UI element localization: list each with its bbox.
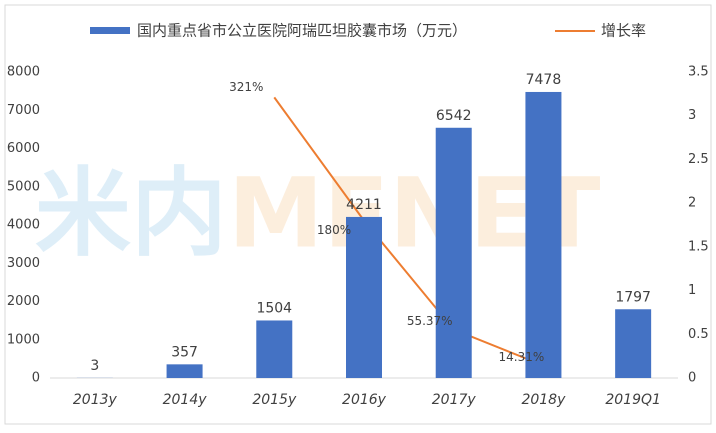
x-tick-label: 2018y: [521, 392, 566, 408]
data-label: 7478: [526, 72, 562, 88]
y2-tick-label: 2: [688, 196, 696, 211]
y-tick-label: 0: [32, 371, 40, 386]
x-tick-label: 2016y: [342, 392, 387, 408]
data-label: 321%: [229, 80, 263, 94]
bar: [436, 128, 472, 378]
bar: [346, 217, 382, 378]
watermark: 米内: [35, 157, 227, 269]
y-tick-label: 5000: [7, 179, 40, 194]
y-tick-label: 2000: [7, 294, 40, 309]
y-tick-label: 8000: [7, 65, 40, 80]
y-tick-label: 1000: [7, 332, 40, 347]
data-label: 55.37%: [407, 314, 453, 328]
x-tick-label: 2013y: [73, 392, 118, 408]
x-tick-label: 2015y: [252, 392, 297, 408]
bar: [615, 309, 651, 378]
data-label: 1797: [615, 289, 651, 305]
data-label: 4211: [346, 197, 382, 213]
bar: [256, 320, 292, 378]
y-tick-label: 7000: [7, 103, 40, 118]
data-label: 1504: [256, 300, 292, 316]
legend-label: 增长率: [601, 22, 646, 40]
data-label: 6542: [436, 108, 472, 124]
y2-tick-label: 1.5: [688, 239, 709, 254]
y2-tick-label: 3: [688, 108, 696, 123]
x-tick-label: 2017y: [432, 392, 477, 408]
bar: [167, 364, 203, 378]
y-tick-label: 3000: [7, 256, 40, 271]
data-label: 357: [171, 344, 198, 360]
data-label: 14.31%: [499, 350, 545, 364]
legend-swatch: [90, 27, 130, 34]
y-tick-label: 6000: [7, 141, 40, 156]
bar: [525, 92, 561, 378]
data-label: 3: [90, 358, 99, 374]
y2-tick-label: 1: [688, 283, 696, 298]
y2-tick-label: 0.5: [688, 327, 709, 342]
data-label: 180%: [317, 223, 351, 237]
y2-tick-label: 0: [688, 371, 696, 386]
legend-label: 国内重点省市公立医院阿瑞匹坦胶囊市场（万元）: [137, 22, 467, 40]
y-tick-label: 4000: [7, 218, 40, 233]
y2-tick-label: 3.5: [688, 65, 709, 80]
y2-tick-label: 2.5: [688, 152, 709, 167]
x-tick-label: 2014y: [163, 392, 208, 408]
x-tick-label: 2019Q1: [605, 392, 661, 408]
